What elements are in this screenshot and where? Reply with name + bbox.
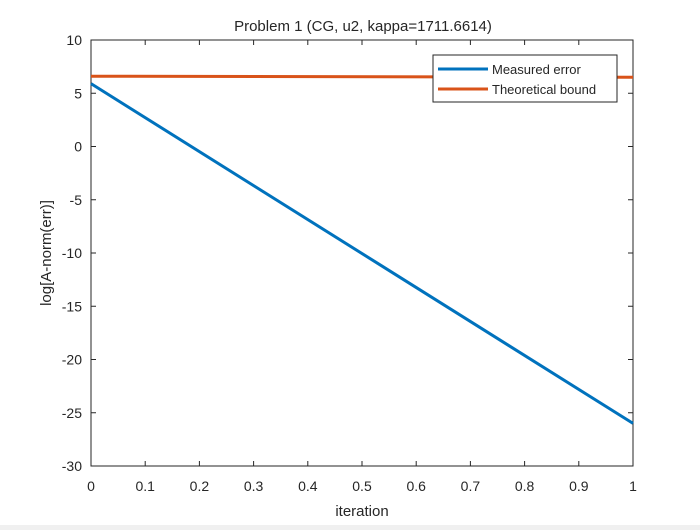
y-tick-label: -15 bbox=[62, 298, 82, 314]
y-tick-label: 0 bbox=[74, 139, 82, 155]
series-line-measured-error bbox=[90, 82, 634, 425]
legend-label-measured-error: Measured error bbox=[492, 62, 582, 77]
x-tick-label: 1 bbox=[629, 478, 637, 494]
legend-label-theoretical-bound: Theoretical bound bbox=[492, 82, 596, 97]
x-tick-label: 0.9 bbox=[569, 478, 589, 494]
y-axis-ticks: -30 -25 -20 -15 -10 -5 0 5 10 bbox=[62, 32, 633, 474]
x-tick-label: 0.5 bbox=[352, 478, 372, 494]
x-tick-label: 0.1 bbox=[135, 478, 155, 494]
y-tick-label: 10 bbox=[66, 32, 82, 48]
y-tick-label: -20 bbox=[62, 352, 82, 368]
x-tick-label: 0 bbox=[87, 478, 95, 494]
x-tick-label: 0.4 bbox=[298, 478, 318, 494]
y-tick-label: -30 bbox=[62, 458, 82, 474]
x-tick-label: 0.2 bbox=[190, 478, 210, 494]
x-tick-label: 0.6 bbox=[406, 478, 426, 494]
y-tick-label: -25 bbox=[62, 405, 82, 421]
y-tick-label: 5 bbox=[74, 85, 82, 101]
y-axis-label: log[A-norm(err)] bbox=[38, 200, 55, 306]
y-tick-label: -10 bbox=[62, 245, 82, 261]
x-tick-label: 0.8 bbox=[515, 478, 535, 494]
x-tick-label: 0.3 bbox=[244, 478, 264, 494]
chart-title: Problem 1 (CG, u2, kappa=1711.6614) bbox=[234, 18, 492, 35]
y-tick-label: -5 bbox=[70, 192, 83, 208]
legend: Measured error Theoretical bound bbox=[432, 54, 618, 103]
legend-box bbox=[432, 54, 618, 103]
x-axis-ticks: 0 0.1 0.2 0.3 0.4 0.5 0.6 0.7 0.8 0.9 1 bbox=[87, 40, 637, 494]
x-axis-label: iteration bbox=[335, 503, 388, 520]
x-tick-label: 0.7 bbox=[461, 478, 481, 494]
